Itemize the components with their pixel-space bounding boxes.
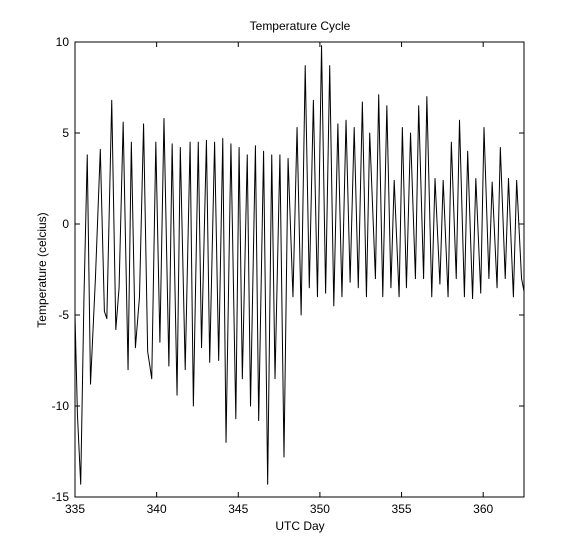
series-line-temperature (75, 45, 524, 485)
x-tick-label: 360 (473, 502, 493, 516)
y-tick-label: -15 (52, 490, 70, 504)
x-tick-label: 345 (228, 502, 248, 516)
y-tick-label: -5 (58, 308, 69, 322)
y-tick-label: 0 (62, 217, 69, 231)
x-tick-label: 340 (147, 502, 167, 516)
y-tick-label: 5 (62, 126, 69, 140)
y-axis-label: Temperature (celcius) (35, 212, 49, 327)
y-tick-label: -10 (52, 399, 70, 413)
chart-title: Temperature Cycle (250, 19, 351, 33)
plot-area: 335 340 345 350 355 360 -15 -10 -5 0 5 10 (52, 35, 525, 516)
x-tick-label: 335 (65, 502, 85, 516)
x-tick-label: 350 (310, 502, 330, 516)
x-tick-label: 355 (392, 502, 412, 516)
y-tick-label: 10 (56, 35, 70, 49)
x-axis-label: UTC Day (275, 519, 324, 533)
plot-frame (74, 41, 525, 498)
